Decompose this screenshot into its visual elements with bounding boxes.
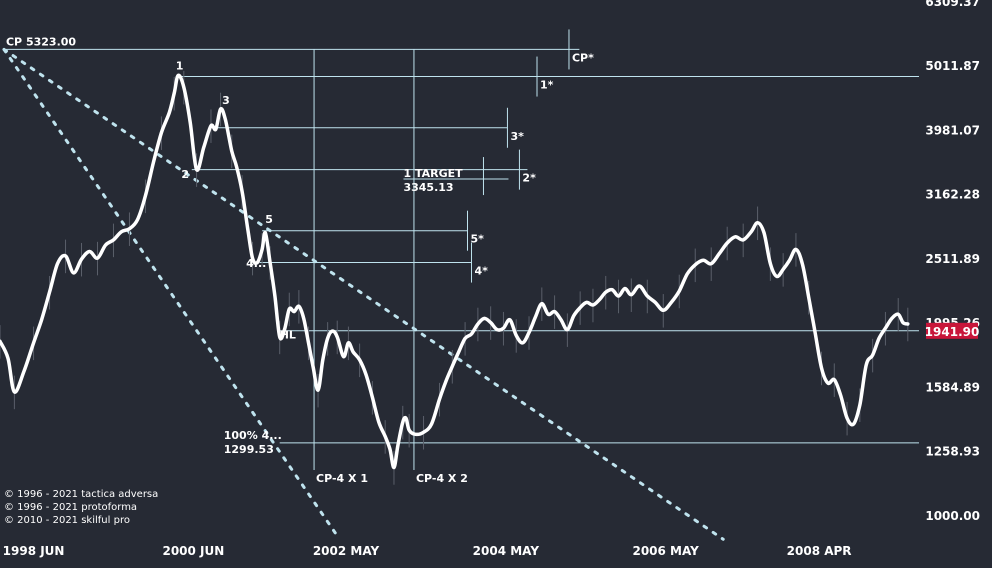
price-series-group	[0, 70, 910, 485]
target-title: 1 TARGET	[403, 167, 463, 180]
copyright-block: © 1996 - 2021 tactica adversa © 1996 - 2…	[4, 489, 158, 526]
x-tick-label-5: 2006 MAY	[632, 544, 699, 558]
guide-lines-group	[3, 29, 919, 470]
y-tick-label-2: 5011.87	[925, 59, 980, 73]
copyright-line-1: © 1996 - 2021 tactica adversa	[4, 489, 158, 500]
hundred-pct-title: 100% 4...	[224, 429, 282, 442]
y-tick-label-3: 3981.07	[925, 123, 980, 137]
annotation-labels-group: CP-4 X 1 CP-4 X 2 CP* 1* 3* 2* 5* 4* 1 TARGET334…	[6, 35, 594, 485]
y-tick-label-9: 1000.00	[925, 509, 980, 523]
vertical-line-label-1: CP-4 X 1	[316, 472, 368, 485]
x-axis: 1998 JUN 2000 JUN 2002 MAY 2004 MAY 2006 MAY…	[3, 544, 852, 558]
level-label-4: 4*	[474, 265, 488, 278]
y-tick-label-8: 1258.93	[925, 445, 980, 459]
y-tick-label-5: 2511.89	[925, 252, 980, 266]
trendline-2	[2, 47, 725, 541]
x-tick-label-6: 2008 APR	[787, 544, 852, 558]
level-label-5: 5*	[470, 233, 484, 246]
level-label-2: 2*	[522, 172, 536, 185]
x-tick-label-2: 2000 JUN	[162, 544, 224, 558]
y-tick-label-7: 1584.89	[925, 380, 980, 394]
pivot-label-6: HL	[280, 328, 296, 341]
target-value: 3345.13	[403, 181, 453, 194]
pivot-label-5: 5	[265, 213, 273, 226]
copyright-line-3: © 2010 - 2021 skilful pro	[4, 515, 130, 526]
pivot-label-3: 3	[222, 94, 230, 107]
pivot-label-4: 4...	[246, 257, 266, 270]
level-label-1: 1*	[540, 79, 554, 92]
trendline-1	[2, 47, 342, 541]
copyright-line-2: © 1996 - 2021 protoforma	[4, 502, 137, 513]
cp-label: CP 5323.00	[6, 35, 76, 48]
last-price-label: 1941.90	[925, 325, 980, 339]
vertical-line-label-2: CP-4 X 2	[416, 472, 468, 485]
hundred-pct-value: 1299.53	[224, 443, 274, 456]
trendlines-group	[2, 47, 725, 541]
x-tick-label-4: 2004 MAY	[473, 544, 540, 558]
x-tick-label-1: 1998 JUN	[3, 544, 65, 558]
y-tick-label-4: 3162.28	[925, 188, 980, 202]
pivot-label-2: 2	[181, 168, 189, 181]
y-axis: 6309.375011.873981.073162.282511.891995.…	[925, 0, 980, 523]
y-tick-label-1: 6309.37	[925, 0, 980, 9]
price-line	[0, 73, 910, 470]
last-price-tag	[926, 322, 978, 339]
x-tick-label-3: 2002 MAY	[313, 544, 380, 558]
level-label-3: 3*	[510, 130, 524, 143]
pivot-label-1: 1	[176, 60, 184, 73]
level-label-cp: CP*	[572, 51, 594, 64]
